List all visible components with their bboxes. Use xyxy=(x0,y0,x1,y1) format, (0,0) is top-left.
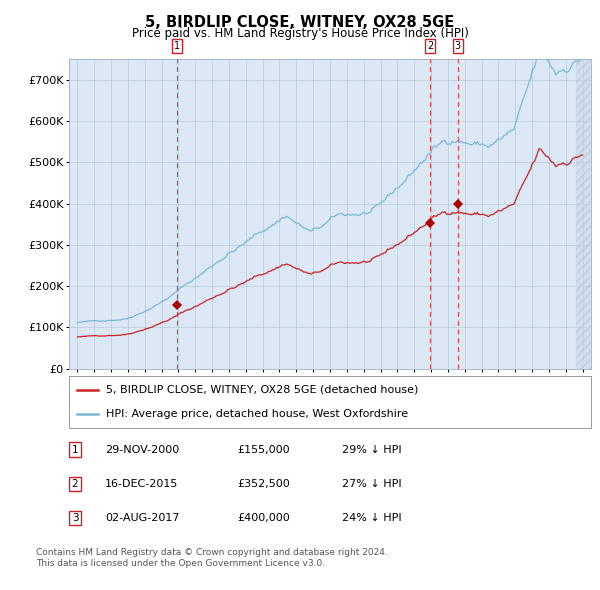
Bar xyxy=(576,59,593,369)
Text: £155,000: £155,000 xyxy=(237,445,290,454)
Text: 1: 1 xyxy=(71,445,79,454)
Text: 16-DEC-2015: 16-DEC-2015 xyxy=(105,479,178,489)
Text: 29-NOV-2000: 29-NOV-2000 xyxy=(105,445,179,454)
Text: HPI: Average price, detached house, West Oxfordshire: HPI: Average price, detached house, West… xyxy=(106,409,407,419)
Text: 24% ↓ HPI: 24% ↓ HPI xyxy=(342,513,401,523)
Text: Price paid vs. HM Land Registry's House Price Index (HPI): Price paid vs. HM Land Registry's House … xyxy=(131,27,469,40)
Text: £352,500: £352,500 xyxy=(237,479,290,489)
Text: 3: 3 xyxy=(71,513,79,523)
Bar xyxy=(576,59,593,369)
Text: This data is licensed under the Open Government Licence v3.0.: This data is licensed under the Open Gov… xyxy=(36,559,325,568)
Text: 02-AUG-2017: 02-AUG-2017 xyxy=(105,513,179,523)
Text: 27% ↓ HPI: 27% ↓ HPI xyxy=(342,479,401,489)
Text: 5, BIRDLIP CLOSE, WITNEY, OX28 5GE: 5, BIRDLIP CLOSE, WITNEY, OX28 5GE xyxy=(145,15,455,30)
Text: £400,000: £400,000 xyxy=(237,513,290,523)
Text: 3: 3 xyxy=(455,41,461,51)
Text: 2: 2 xyxy=(427,41,433,51)
Text: Contains HM Land Registry data © Crown copyright and database right 2024.: Contains HM Land Registry data © Crown c… xyxy=(36,548,388,557)
Text: 5, BIRDLIP CLOSE, WITNEY, OX28 5GE (detached house): 5, BIRDLIP CLOSE, WITNEY, OX28 5GE (deta… xyxy=(106,385,418,395)
Text: 1: 1 xyxy=(174,41,180,51)
Text: 2: 2 xyxy=(71,479,79,489)
Text: 29% ↓ HPI: 29% ↓ HPI xyxy=(342,445,401,454)
